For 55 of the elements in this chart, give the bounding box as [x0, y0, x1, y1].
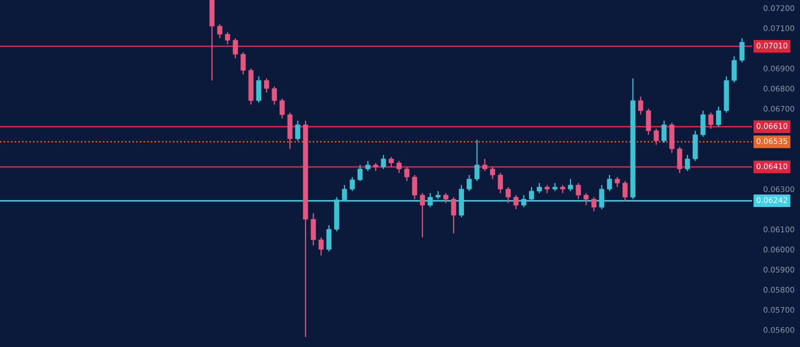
candlestick	[264, 78, 270, 94]
candlestick	[646, 108, 652, 136]
candlestick	[466, 174, 472, 192]
candlestick	[513, 194, 519, 210]
candlestick	[474, 139, 480, 182]
candlestick	[677, 146, 682, 174]
candlestick	[716, 106, 722, 128]
candlestick	[420, 192, 425, 238]
candlestick	[708, 112, 714, 130]
candlestick	[240, 52, 246, 75]
candlestick	[529, 186, 534, 202]
candlestick	[606, 174, 612, 192]
candlestick	[576, 182, 581, 200]
candlestick	[700, 110, 706, 138]
candlestick	[498, 172, 503, 194]
candlestick	[662, 120, 667, 144]
candlestick	[591, 196, 596, 212]
candlestick	[568, 178, 574, 192]
candlestick	[350, 176, 355, 192]
candlestick	[365, 160, 370, 172]
candlestick	[225, 32, 230, 45]
candlestick	[326, 224, 332, 252]
candlestick	[318, 236, 324, 256]
candlestick	[428, 192, 433, 208]
candlestick	[443, 192, 448, 204]
candlestick	[654, 128, 659, 146]
candlestick	[622, 180, 628, 202]
candlestick	[342, 184, 348, 202]
candlestick	[451, 196, 456, 234]
candlestick	[684, 154, 690, 172]
candlestick	[490, 166, 496, 180]
candlestick	[482, 158, 488, 172]
candlestick	[358, 164, 363, 182]
candlestick	[584, 192, 589, 206]
candlestick	[217, 24, 222, 39]
candlestick	[412, 174, 418, 200]
candlestick	[272, 86, 277, 106]
candlestick	[388, 156, 394, 168]
candlestick	[396, 160, 402, 174]
candlestick	[295, 120, 300, 142]
candlestick	[256, 76, 262, 104]
candlestick	[310, 212, 316, 246]
candlestick	[560, 184, 566, 194]
candlestick	[732, 56, 737, 84]
candlestick	[638, 96, 644, 116]
candlestick	[614, 176, 620, 188]
candlestick	[280, 98, 285, 120]
candlestick	[536, 182, 542, 194]
candlestick	[232, 38, 238, 59]
candlestick	[380, 154, 386, 170]
candlestick	[739, 38, 745, 63]
candlestick	[521, 194, 526, 208]
candlestick	[506, 186, 511, 204]
candlestick	[599, 184, 604, 210]
candlestick	[404, 166, 410, 182]
